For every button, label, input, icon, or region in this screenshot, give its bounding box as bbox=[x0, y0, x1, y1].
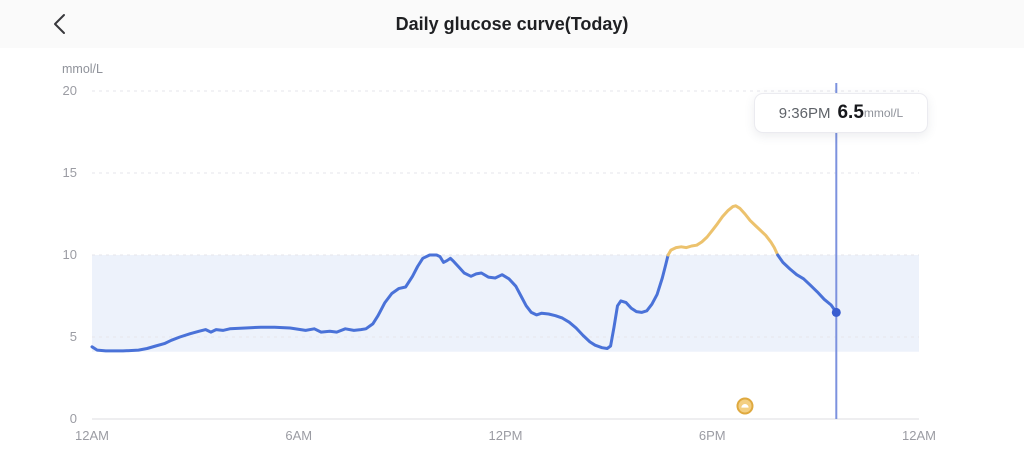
back-button[interactable] bbox=[44, 8, 76, 40]
y-tick-label-5: 5 bbox=[69, 329, 77, 344]
target-range-band bbox=[92, 255, 919, 352]
glucose-chart-canvas[interactable] bbox=[0, 48, 1024, 473]
cursor-tooltip: 9:36PM 6.5 mmol/L bbox=[754, 93, 928, 133]
x-tick-label-4: 12AM bbox=[902, 428, 936, 443]
glucose-in-range-day-line bbox=[90, 253, 670, 353]
tooltip-value: 6.5 bbox=[837, 102, 864, 123]
x-tick-label-0: 12AM bbox=[75, 428, 109, 443]
y-tick-label-10: 10 bbox=[62, 247, 77, 262]
y-axis-unit-label: mmol/L bbox=[62, 62, 103, 76]
glucose-in-range-evening-line bbox=[776, 253, 838, 314]
glucose-above-range-line bbox=[666, 204, 780, 257]
y-tick-label-20: 20 bbox=[62, 83, 77, 98]
y-tick-label-15: 15 bbox=[62, 165, 77, 180]
cursor-endpoint-dot bbox=[831, 307, 841, 317]
y-tick-label-0: 0 bbox=[69, 411, 77, 426]
header: Daily glucose curve(Today) bbox=[0, 0, 1024, 48]
x-tick-label-2: 12PM bbox=[488, 428, 523, 443]
chevron-left-icon bbox=[54, 14, 65, 34]
tooltip-time: 9:36PM bbox=[778, 104, 831, 122]
meal-event-glyph bbox=[741, 404, 749, 408]
x-tick-label-3: 6PM bbox=[698, 428, 726, 443]
tooltip-unit: mmol/L bbox=[863, 106, 904, 120]
x-tick-label-1: 6AM bbox=[285, 428, 313, 443]
page-title: Daily glucose curve(Today) bbox=[395, 14, 629, 34]
glucose-chart: mmol/L 20 15 10 5 0 12AM 6AM 12PM 6PM 12AM 9:36P… bbox=[0, 48, 1024, 473]
